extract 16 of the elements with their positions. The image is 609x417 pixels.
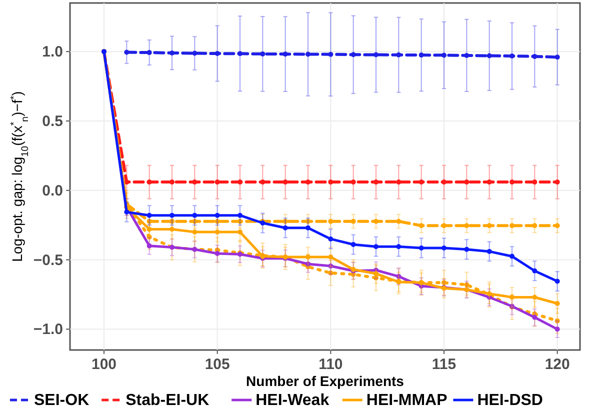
legend-label: HEI-MMAP	[366, 392, 448, 409]
legend-label: HEI-Weak	[256, 392, 330, 409]
y-tick-label: −0.5	[33, 252, 63, 269]
x-tick-label: 115	[432, 356, 456, 373]
x-tick-label: 120	[544, 356, 570, 373]
y-tick-label: −1.0	[33, 321, 63, 338]
y-tick-label: 0.5	[42, 112, 63, 130]
x-tick-label: 110	[318, 356, 343, 373]
legend-label: SEI-OK	[34, 392, 90, 409]
legend-label: HEI-DSD	[477, 392, 543, 409]
y-tick-label: 1.0	[42, 44, 63, 61]
x-tick-label: 105	[204, 356, 230, 373]
y-tick-label: 0.0	[42, 182, 63, 200]
x-axis-title: Number of Experiments	[246, 373, 404, 389]
legend-label: Stab-EI-UK	[126, 392, 210, 409]
x-tick-label: 100	[91, 356, 117, 373]
